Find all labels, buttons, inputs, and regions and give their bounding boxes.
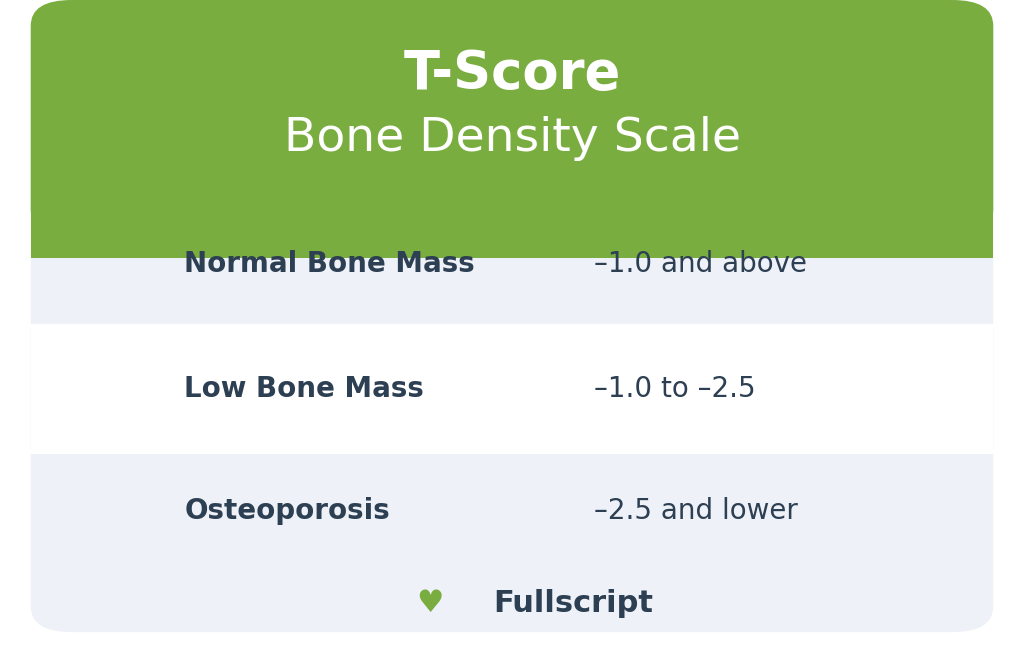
Bar — [31, 203, 993, 326]
FancyBboxPatch shape — [31, 13, 993, 632]
Text: Bone Density Scale: Bone Density Scale — [284, 116, 740, 161]
Text: T-Score: T-Score — [403, 48, 621, 100]
Bar — [31, 326, 993, 452]
Text: Low Bone Mass: Low Bone Mass — [184, 375, 424, 402]
Text: –1.0 and above: –1.0 and above — [594, 250, 807, 279]
Bar — [31, 451, 993, 571]
Text: –1.0 to –2.5: –1.0 to –2.5 — [594, 375, 756, 402]
Text: ♥: ♥ — [417, 589, 443, 617]
Text: Osteoporosis: Osteoporosis — [184, 497, 390, 525]
FancyBboxPatch shape — [31, 0, 993, 235]
Text: Normal Bone Mass: Normal Bone Mass — [184, 250, 475, 279]
Bar — [31, 194, 993, 258]
Text: Fullscript: Fullscript — [494, 589, 653, 617]
Text: –2.5 and lower: –2.5 and lower — [594, 497, 798, 525]
